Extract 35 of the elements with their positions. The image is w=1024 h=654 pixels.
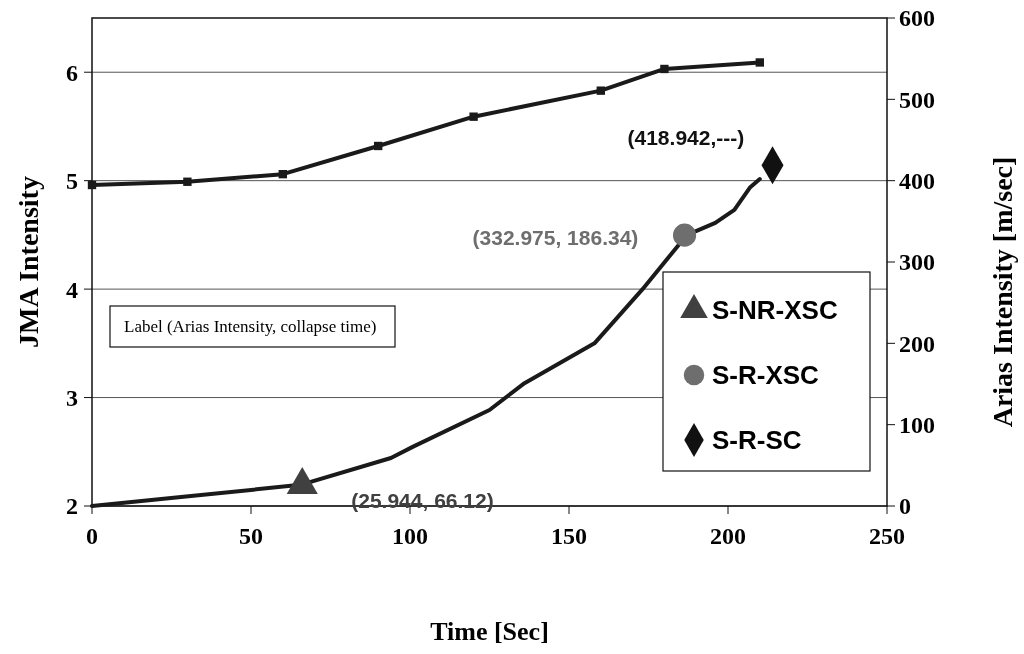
y-tick-label: 5 [66, 168, 78, 195]
point [183, 177, 192, 186]
y2-tick-label: 600 [899, 5, 935, 32]
annotation: (418.942,---) [627, 126, 745, 150]
x-tick-label: 100 [392, 523, 428, 549]
y2-tick-label: 300 [899, 249, 935, 276]
y2-tick-label: 100 [899, 412, 935, 439]
y-tick-label: 4 [66, 276, 78, 303]
y2-tick-label: 0 [899, 493, 911, 520]
y-tick-label: 6 [66, 59, 78, 86]
x-tick-label: 50 [239, 523, 263, 549]
point [469, 112, 478, 121]
x-tick-label: 200 [710, 523, 746, 549]
x-tick-label: 250 [869, 523, 905, 549]
y2-tick-label: 200 [899, 330, 935, 357]
point [660, 64, 669, 74]
point [278, 169, 287, 179]
point [87, 180, 97, 190]
y2-tick-label: 400 [899, 168, 935, 195]
y2-axis-title: Arias Intensity [m/sec] [987, 156, 1018, 428]
legend-label: S-NR-XSC [712, 295, 838, 326]
point [755, 58, 764, 67]
y-axis-title: JMA Intensity [13, 176, 44, 348]
annotation: Label (Arias Intensity, collapse time) [124, 317, 377, 336]
y2-tick-label: 500 [899, 86, 935, 113]
point [374, 141, 383, 151]
x-axis-title: Time [Sec] [430, 617, 549, 646]
annotation: (332.975, 186.34) [472, 226, 639, 250]
x-tick-label: 150 [551, 523, 587, 549]
y-tick-label: 2 [66, 493, 78, 520]
legend-label: S-R-XSC [712, 360, 820, 391]
x-tick-label: 0 [86, 523, 98, 549]
point [596, 86, 605, 95]
y-tick-label: 3 [66, 384, 78, 411]
legend-label: S-R-SC [712, 425, 802, 456]
